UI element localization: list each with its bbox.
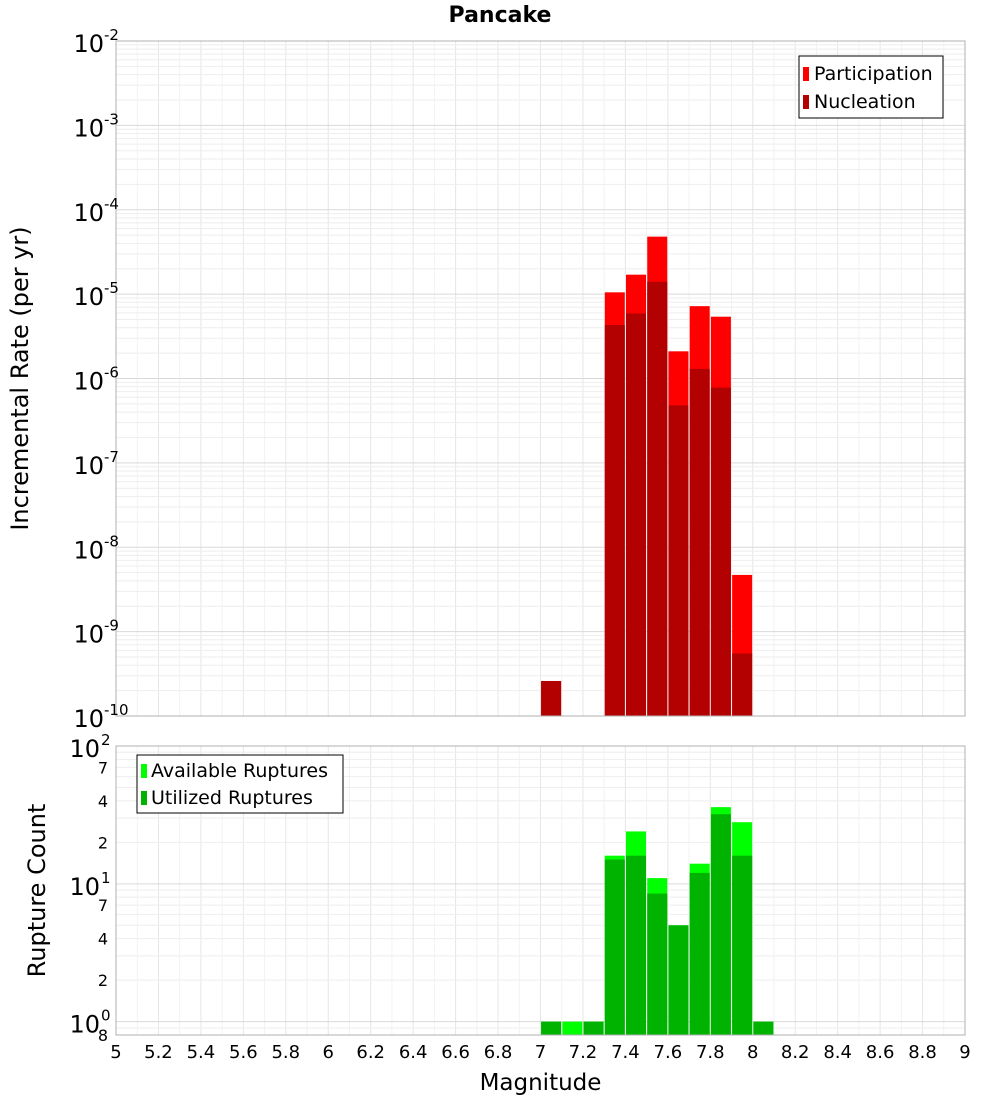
rate-bar-nucleation: [732, 653, 753, 716]
rate-legend-swatch: [803, 95, 809, 109]
x-tick-label: 5.6: [229, 1042, 258, 1063]
count-legend-swatch: [141, 764, 147, 778]
x-tick-label: 6.2: [356, 1042, 385, 1063]
count-y-tick-exponent: 0: [101, 1007, 111, 1025]
x-tick-label: 7.2: [569, 1042, 598, 1063]
count-y-minor-tick-label: 4: [98, 930, 108, 949]
count-y-minor-tick-label: 7: [98, 896, 108, 915]
rate-y-tick-label: 10: [73, 30, 104, 58]
rate-y-tick-exponent: -5: [104, 279, 119, 297]
rate-y-tick-label: 10: [73, 114, 104, 142]
count-legend: [136, 754, 344, 814]
x-tick-label: 5.4: [187, 1042, 216, 1063]
chart-title: Pancake: [448, 3, 552, 28]
x-tick-label: 5.2: [144, 1042, 173, 1063]
rate-y-axis-label: Incremental Rate (per yr): [6, 226, 34, 530]
count-y-tick-label: 10: [69, 1011, 100, 1039]
rate-bar-nucleation: [689, 368, 710, 716]
x-tick-label: 8.4: [823, 1042, 852, 1063]
count-bar-utilized-ruptures: [604, 859, 625, 1035]
x-tick-label: 7.6: [654, 1042, 683, 1063]
rate-y-tick-exponent: -8: [104, 532, 119, 550]
rate-bar-nucleation: [668, 405, 689, 716]
count-y-minor-tick-label: 2: [98, 833, 108, 852]
rate-bar-nucleation: [647, 281, 668, 716]
rate-y-tick-label: 10: [73, 452, 104, 480]
x-tick-label: 6.6: [441, 1042, 470, 1063]
rate-y-tick-exponent: -3: [104, 110, 119, 128]
rate-y-tick-exponent: -2: [104, 26, 119, 44]
rate-y-tick-label: 10: [73, 283, 104, 311]
count-legend-swatch: [141, 791, 147, 805]
rate-y-tick-label: 10: [73, 621, 104, 649]
count-bar-utilized-ruptures: [753, 1021, 774, 1035]
rate-y-tick-exponent: -10: [104, 701, 129, 719]
count-bar-utilized-ruptures: [668, 925, 689, 1035]
count-y-minor-tick-label: 8: [98, 1026, 108, 1045]
rate-bar-nucleation: [541, 680, 562, 716]
x-tick-label: 8.8: [908, 1042, 937, 1063]
count-y-tick-label: 10: [69, 735, 100, 763]
rate-bar-nucleation: [604, 325, 625, 716]
x-tick-label: 8: [747, 1042, 758, 1063]
count-bar-utilized-ruptures: [710, 814, 731, 1035]
count-bar-utilized-ruptures: [626, 855, 647, 1035]
count-y-tick-label: 10: [69, 873, 100, 901]
rate-legend-label: Nucleation: [814, 91, 916, 113]
x-tick-label: 8.2: [781, 1042, 810, 1063]
count-y-tick-exponent: 2: [101, 731, 111, 749]
rate-bar-nucleation: [710, 387, 731, 716]
count-bar-utilized-ruptures: [541, 1021, 562, 1035]
rate-y-tick-label: 10: [73, 536, 104, 564]
x-tick-label: 5.8: [271, 1042, 300, 1063]
count-legend-label: Utilized Ruptures: [151, 787, 313, 809]
rate-plot-border: [115, 40, 966, 717]
rate-y-tick-label: 10: [73, 368, 104, 396]
count-bar-utilized-ruptures: [689, 872, 710, 1035]
count-y-minor-tick-label: 2: [98, 971, 108, 990]
count-y-tick-exponent: 1: [101, 869, 111, 887]
rate-y-tick-label: 10: [73, 705, 104, 733]
count-bar-utilized-ruptures: [583, 1021, 604, 1035]
x-tick-label: 5: [110, 1042, 121, 1063]
count-bar-utilized-ruptures: [732, 855, 753, 1035]
rate-y-tick-exponent: -7: [104, 448, 119, 466]
x-axis-label: Magnitude: [480, 1070, 602, 1096]
x-tick-label: 6.8: [484, 1042, 513, 1063]
count-plot-border: [115, 745, 966, 1036]
x-tick-label: 7.4: [611, 1042, 640, 1063]
x-tick-label: 6.4: [399, 1042, 428, 1063]
x-tick-label: 7: [535, 1042, 546, 1063]
count-y-minor-tick-label: 4: [98, 792, 108, 811]
count-y-axis-label: Rupture Count: [23, 804, 51, 978]
rate-legend-label: Participation: [814, 63, 933, 85]
x-tick-label: 8.6: [866, 1042, 895, 1063]
x-tick-label: 7.8: [696, 1042, 725, 1063]
count-bar-utilized-ruptures: [647, 893, 668, 1035]
rate-legend-swatch: [803, 67, 809, 81]
rate-bar-nucleation: [626, 313, 647, 716]
count-bar-available-ruptures: [562, 1021, 583, 1035]
x-tick-label: 6: [323, 1042, 334, 1063]
x-tick-label: 9: [959, 1042, 970, 1063]
rate-y-tick-exponent: -9: [104, 617, 119, 635]
rate-legend: [798, 55, 944, 119]
rate-y-tick-exponent: -4: [104, 195, 119, 213]
rate-y-tick-exponent: -6: [104, 364, 119, 382]
count-y-minor-tick-label: 7: [98, 758, 108, 777]
rate-y-tick-label: 10: [73, 199, 104, 227]
count-legend-label: Available Ruptures: [151, 760, 328, 782]
